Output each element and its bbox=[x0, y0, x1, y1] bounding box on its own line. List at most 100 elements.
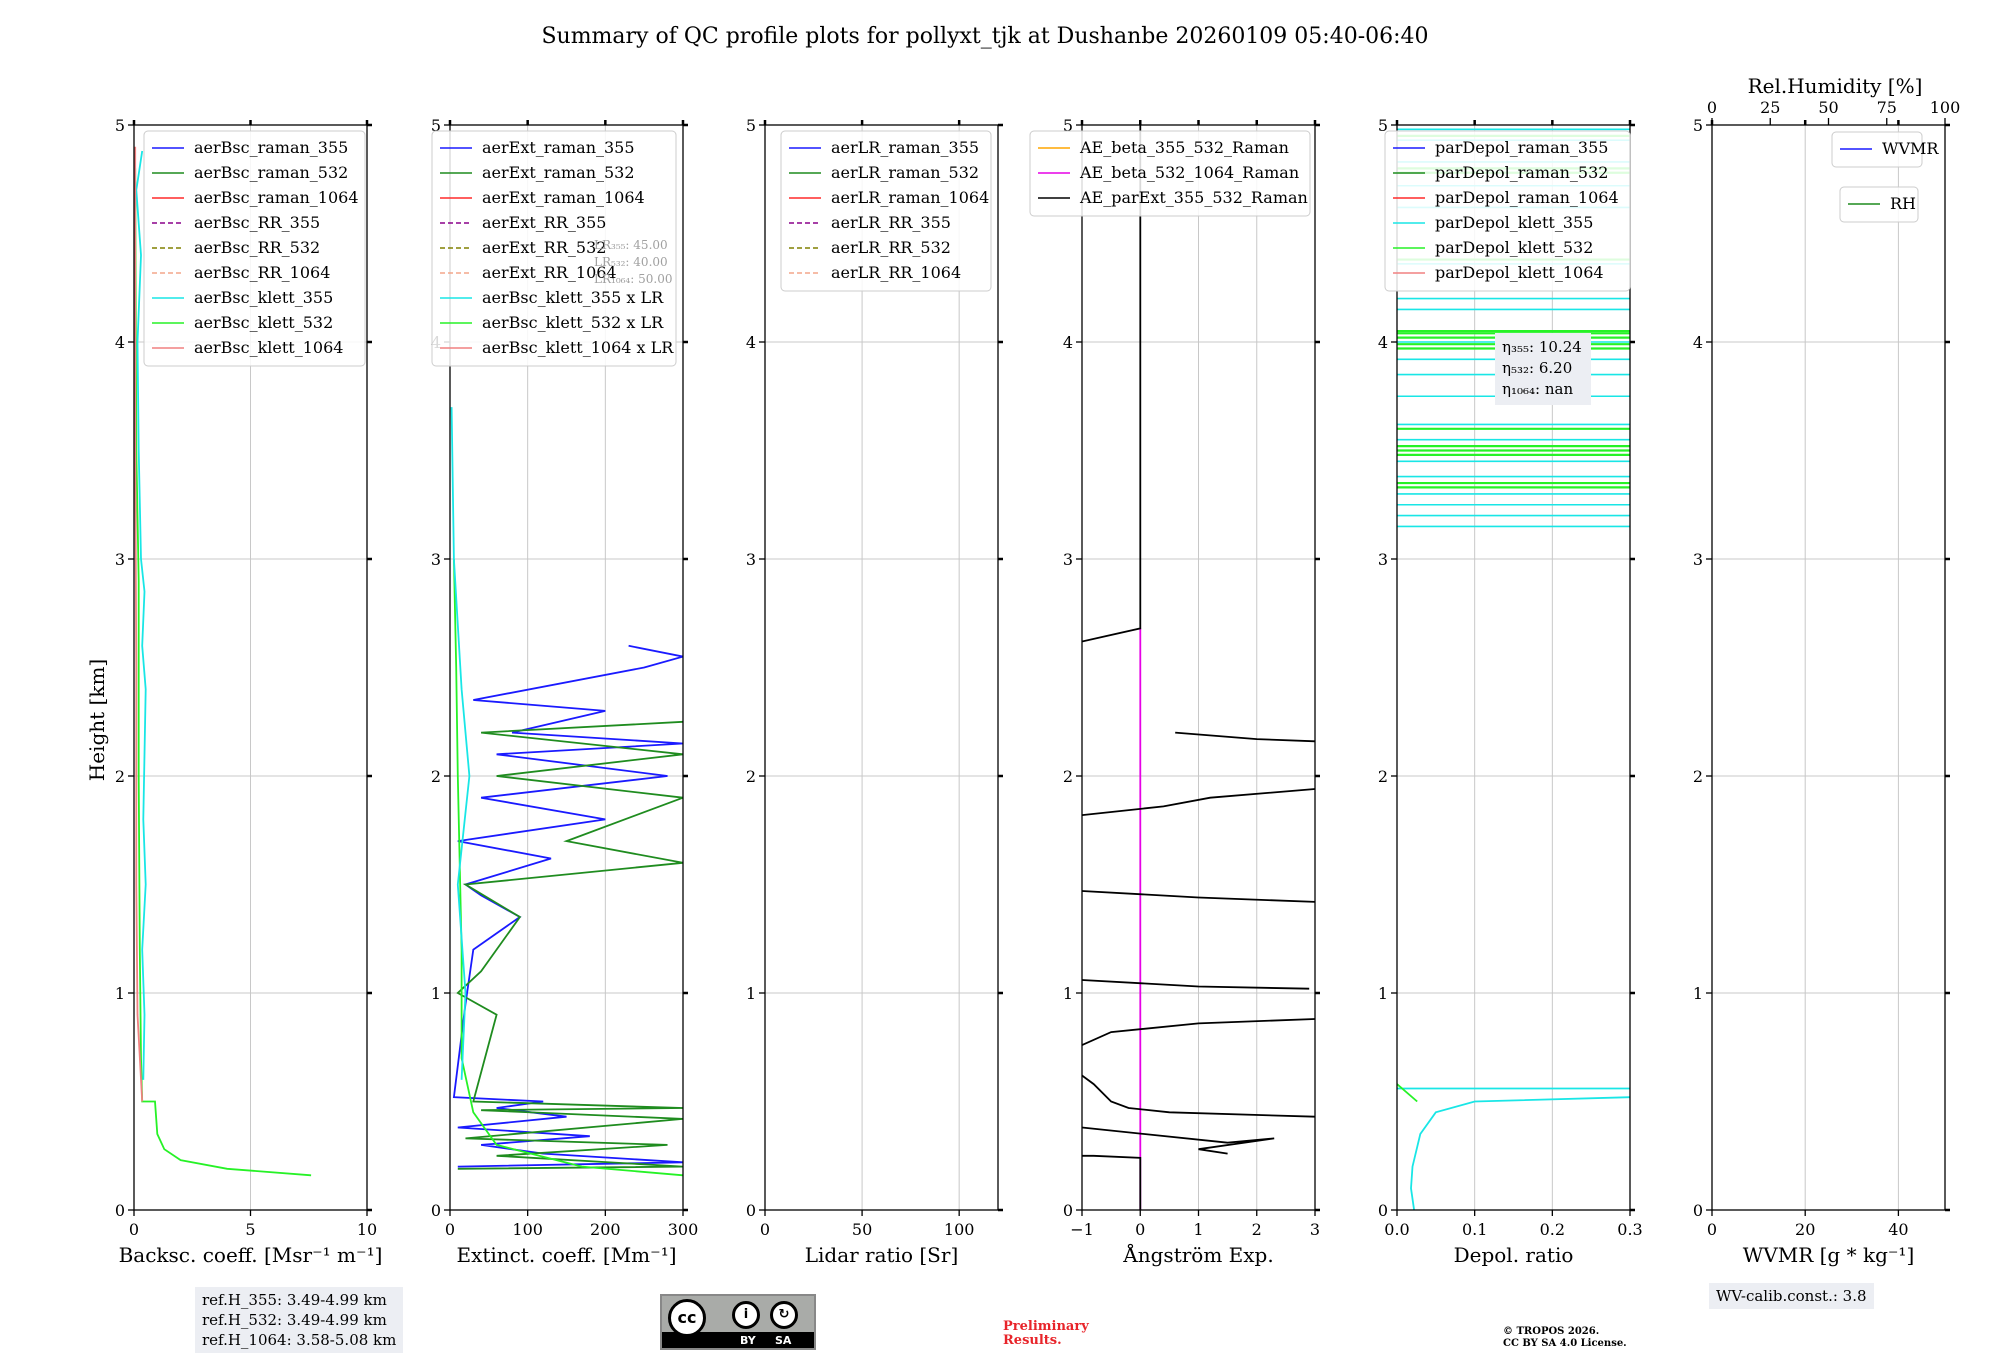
y-tick-label: 3 bbox=[431, 550, 441, 569]
x-tick-label: 0 bbox=[760, 1220, 770, 1239]
wv-calib-text: WV-calib.const.: 3.8 bbox=[1716, 1287, 1867, 1305]
x-tick-label: 300 bbox=[668, 1220, 699, 1239]
y-tick-label: 2 bbox=[1378, 767, 1388, 786]
legend-label: parDepol_klett_532 bbox=[1435, 238, 1593, 257]
x-tick-label: 40 bbox=[1888, 1220, 1908, 1239]
legend-wvmr: WVMR bbox=[1831, 131, 1939, 168]
legend-label: WVMR bbox=[1882, 139, 1939, 158]
legend-label: aerLR_raman_532 bbox=[831, 163, 979, 182]
legend-label: aerBsc_raman_532 bbox=[194, 163, 348, 182]
legend-frame bbox=[143, 130, 366, 367]
series-AE_parExt_355_532_Raman bbox=[1082, 788, 1315, 816]
axes-frame bbox=[1711, 124, 1946, 1211]
x-axis-label: Extinct. coeff. [Mm⁻¹] bbox=[456, 1243, 676, 1267]
eta-label: η₁₀₆₄: nan bbox=[1502, 380, 1573, 398]
x-tick-label: 0.3 bbox=[1617, 1220, 1642, 1239]
x-axis-label: Ångström Exp. bbox=[1122, 1242, 1273, 1267]
y-tick-label: 0 bbox=[1378, 1201, 1388, 1220]
top-tick-label: 50 bbox=[1818, 98, 1838, 117]
top-tick-label: 100 bbox=[1930, 98, 1961, 117]
y-tick-label: 0 bbox=[1063, 1201, 1073, 1220]
legend-label: aerExt_RR_532 bbox=[482, 238, 606, 257]
y-tick-label: 1 bbox=[431, 984, 441, 1003]
copyright-note: © TROPOS 2026. CC BY SA 4.0 License. bbox=[1503, 1326, 1627, 1350]
lr-note: LR₁₀₆₄: 50.00 bbox=[594, 272, 672, 286]
y-tick-label: 5 bbox=[1693, 116, 1703, 135]
y-tick-label: 3 bbox=[1693, 550, 1703, 569]
copyright-line-1: © TROPOS 2026. bbox=[1503, 1326, 1600, 1337]
sa-icon: ↻ bbox=[770, 1301, 798, 1329]
by-icon: i bbox=[732, 1301, 760, 1329]
x-tick-label: 20 bbox=[1795, 1220, 1815, 1239]
legend-label: aerExt_raman_1064 bbox=[482, 188, 645, 207]
series-group bbox=[134, 146, 312, 1177]
x-tick-label: 2 bbox=[1252, 1220, 1262, 1239]
legend-label: parDepol_raman_532 bbox=[1435, 163, 1608, 182]
axes-frame bbox=[764, 124, 999, 1211]
legend-label: aerLR_raman_355 bbox=[831, 138, 979, 157]
x-tick-label: 3 bbox=[1310, 1220, 1320, 1239]
legend: AE_beta_355_532_Raman AE_beta_532_1064_Ra… bbox=[1029, 130, 1311, 217]
y-tick-label: 4 bbox=[746, 333, 756, 352]
y-tick-label: 0 bbox=[746, 1201, 756, 1220]
axes-frame bbox=[449, 124, 684, 1211]
legend-label: aerExt_RR_1064 bbox=[482, 263, 617, 282]
y-tick-label: 4 bbox=[1693, 333, 1703, 352]
y-tick-label: 0 bbox=[115, 1201, 125, 1220]
y-tick-label: 4 bbox=[1378, 333, 1388, 352]
x-axis-label: Lidar ratio [Sr] bbox=[805, 1243, 959, 1267]
legend-label: aerBsc_klett_1064 x LR bbox=[482, 338, 674, 357]
y-tick-label: 2 bbox=[115, 767, 125, 786]
y-tick-label: 0 bbox=[431, 1201, 441, 1220]
eta-label: η₅₃₂: 6.20 bbox=[1502, 359, 1572, 377]
legend-label: parDepol_raman_355 bbox=[1435, 138, 1608, 157]
x-tick-label: 10 bbox=[357, 1220, 377, 1239]
y-tick-label: 2 bbox=[746, 767, 756, 786]
x-axis-label: WVMR [g * kg⁻¹] bbox=[1743, 1243, 1915, 1267]
x-tick-label: 0 bbox=[129, 1220, 139, 1239]
eta-label: η₃₅₅: 10.24 bbox=[1502, 338, 1582, 356]
eta-box bbox=[1495, 333, 1591, 405]
x-tick-label: 0 bbox=[1135, 1220, 1145, 1239]
legend: aerExt_raman_355 aerExt_raman_532 aerExt_r… bbox=[431, 130, 677, 367]
x-tick-label: −1 bbox=[1070, 1220, 1094, 1239]
y-tick-label: 4 bbox=[115, 333, 125, 352]
legend-rh: RH bbox=[1839, 186, 1919, 223]
y-tick-label: 2 bbox=[431, 767, 441, 786]
x-tick-label: 5 bbox=[245, 1220, 255, 1239]
y-tick-label: 0 bbox=[1693, 1201, 1703, 1220]
series-AE_parExt_355_532_Raman bbox=[1082, 1074, 1315, 1118]
cc-license-badge: cc i ↻ BY SA bbox=[660, 1294, 816, 1350]
series-AE_parExt_355_532_Raman bbox=[1082, 890, 1315, 903]
y-tick-label: 2 bbox=[1693, 767, 1703, 786]
legend-frame bbox=[1384, 130, 1631, 292]
legend-label: RH bbox=[1890, 194, 1916, 213]
cc-icon: cc bbox=[668, 1299, 706, 1337]
ref-height-1064: ref.H_1064: 3.58-5.08 km bbox=[202, 1331, 397, 1349]
series-AE_parExt_355_532_Raman bbox=[1082, 1018, 1315, 1046]
legend-label: aerBsc_raman_355 bbox=[194, 138, 348, 157]
preliminary-note: Preliminary Results. bbox=[1003, 1320, 1113, 1348]
legend: aerBsc_raman_355 aerBsc_raman_532 aerBsc_r… bbox=[143, 130, 366, 367]
legend-label: AE_beta_532_1064_Raman bbox=[1079, 163, 1299, 182]
figure-title: Summary of QC profile plots for pollyxt_… bbox=[541, 24, 1428, 49]
legend-label: parDepol_klett_1064 bbox=[1435, 263, 1604, 282]
legend-label: aerBsc_RR_532 bbox=[194, 238, 320, 257]
top-tick-label: 75 bbox=[1877, 98, 1897, 117]
by-label: BY bbox=[740, 1334, 756, 1347]
x-axis-label: Depol. ratio bbox=[1454, 1243, 1574, 1267]
y-tick-label: 1 bbox=[115, 984, 125, 1003]
legend-frame bbox=[780, 130, 992, 292]
x-tick-label: 0 bbox=[1707, 1220, 1717, 1239]
y-tick-label: 1 bbox=[746, 984, 756, 1003]
x-tick-label: 100 bbox=[512, 1220, 543, 1239]
y-tick-label: 3 bbox=[746, 550, 756, 569]
y-tick-label: 5 bbox=[431, 116, 441, 135]
series-AE_parExt_355_532_Raman bbox=[1082, 125, 1142, 643]
legend-label: aerBsc_klett_355 x LR bbox=[482, 288, 664, 307]
